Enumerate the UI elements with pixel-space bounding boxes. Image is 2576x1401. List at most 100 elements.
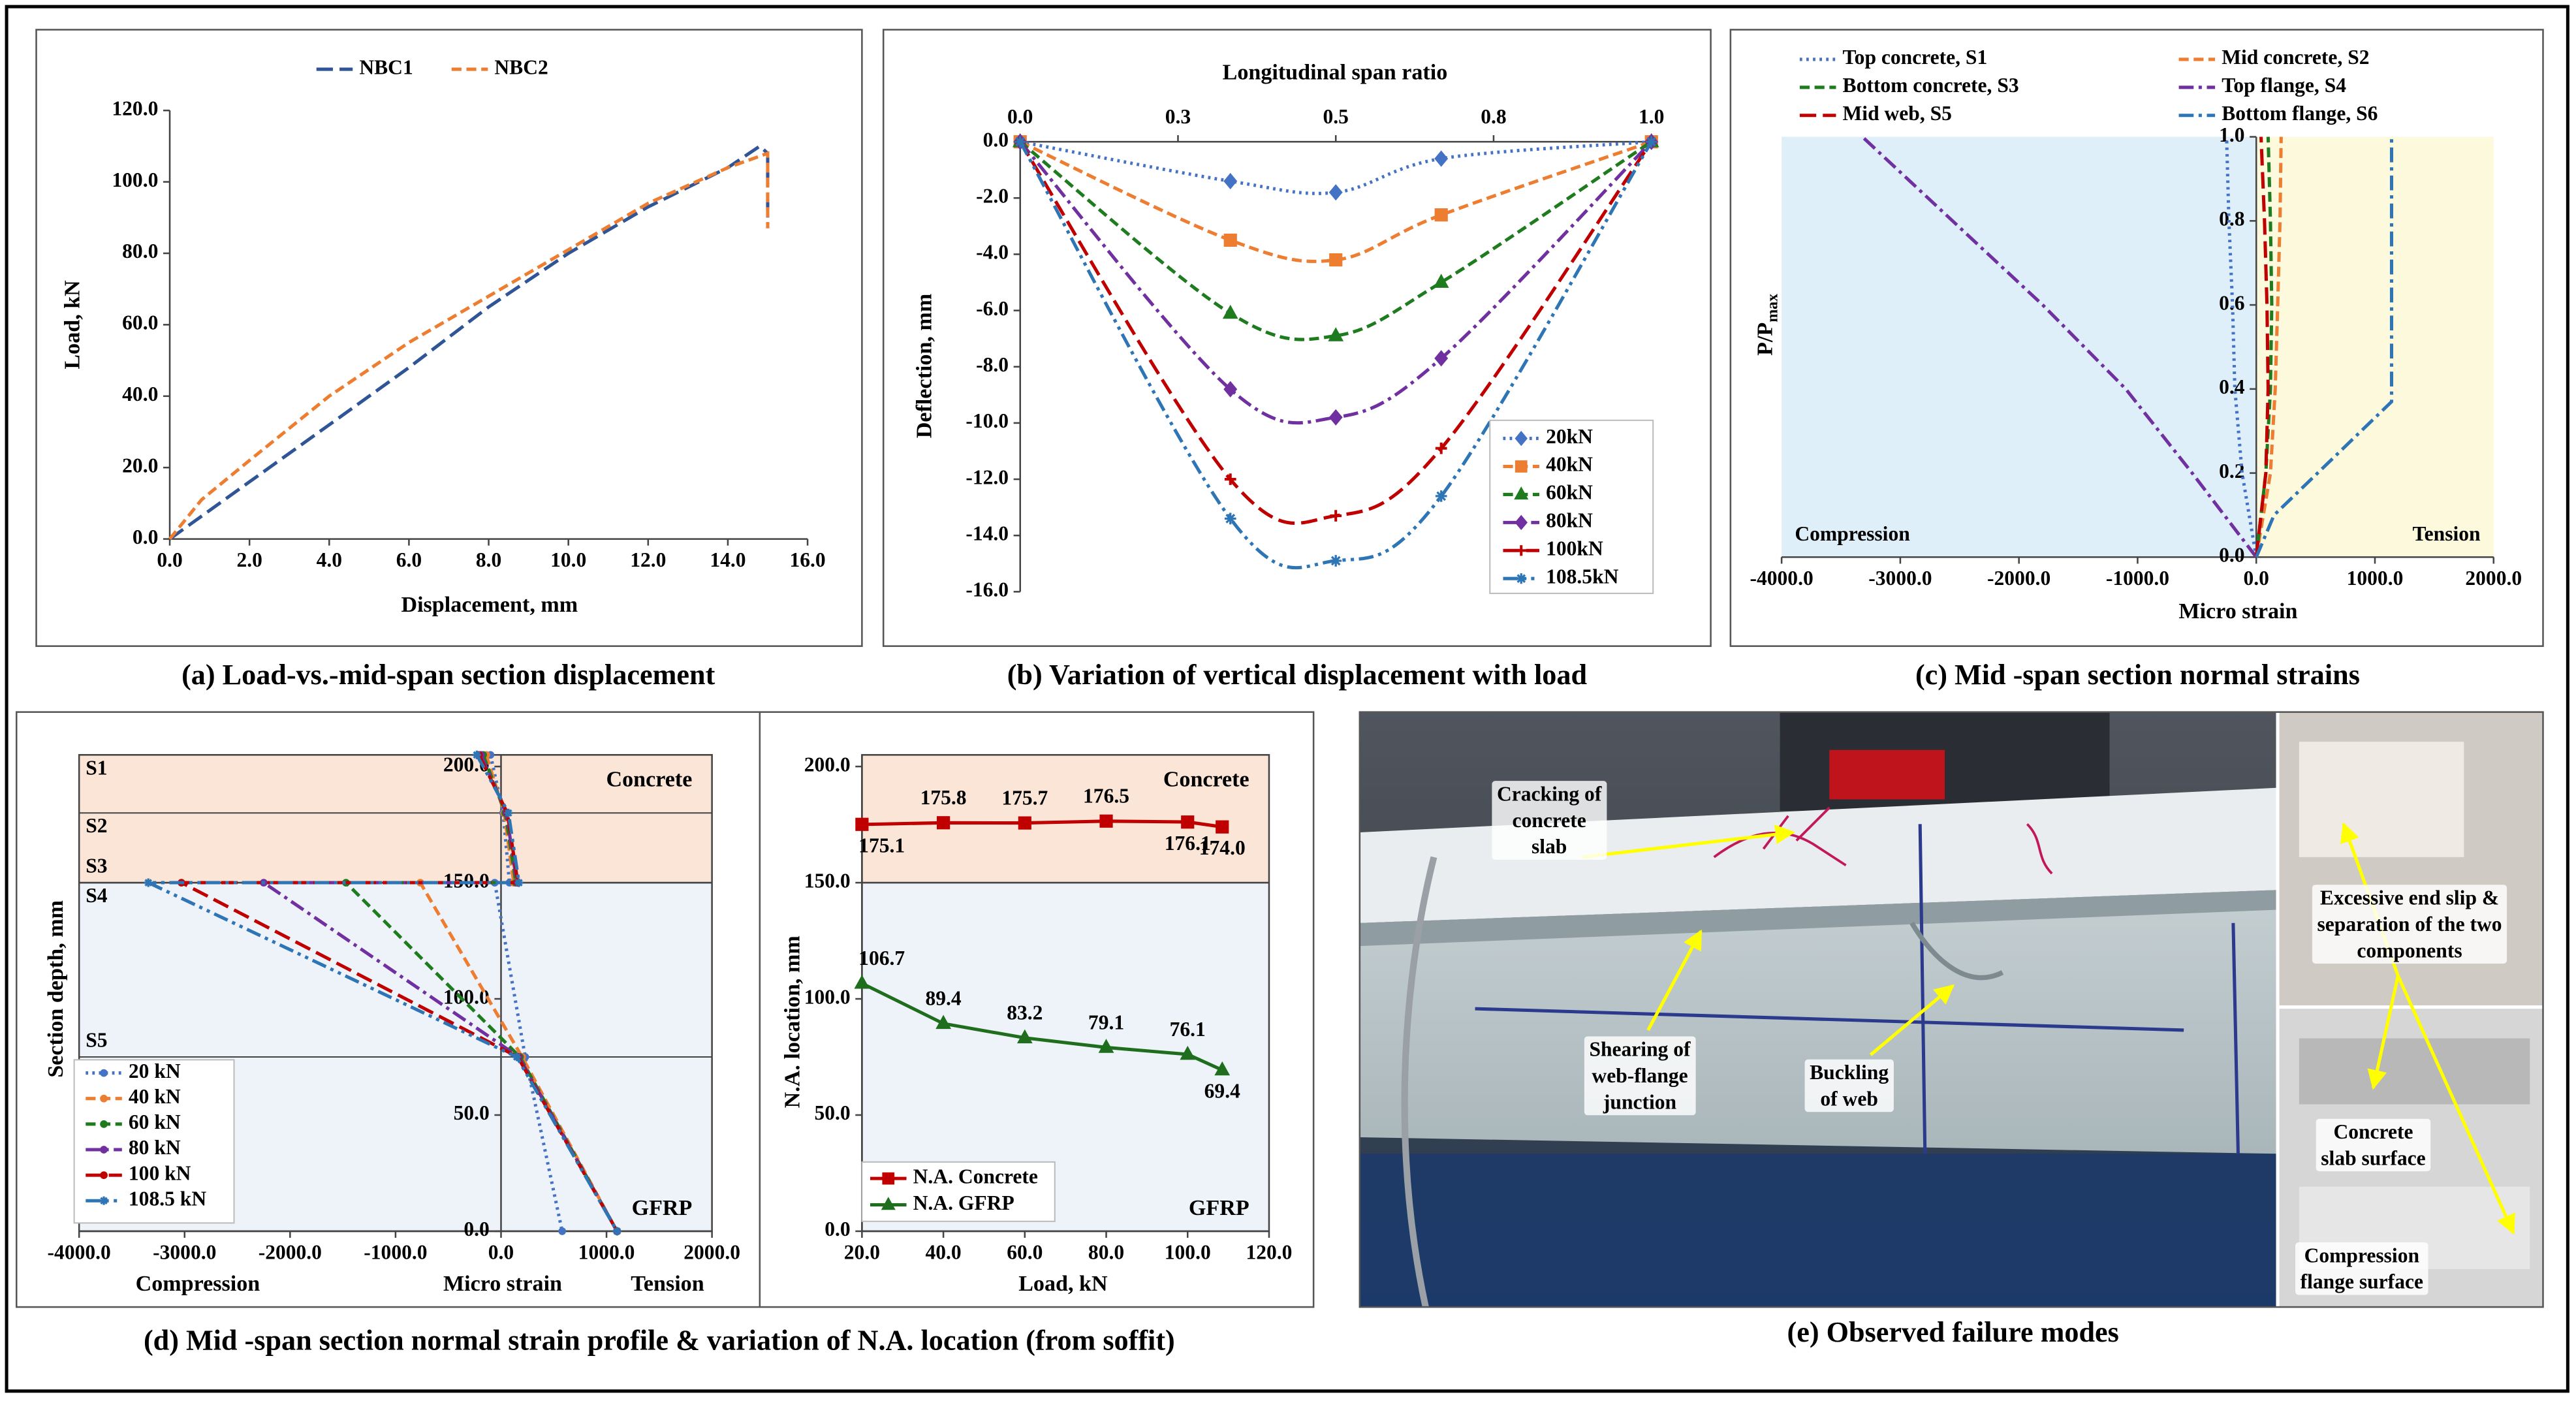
annotation-text: Shearing of web-flange junction <box>1589 1038 1691 1114</box>
x-tick-label: 2000.0 <box>2465 567 2522 590</box>
section-label: S2 <box>86 814 107 837</box>
legend-marker <box>1515 430 1528 447</box>
y-tick-label: -14.0 <box>966 522 1009 544</box>
annotation-text: Compression flange surface <box>2301 1244 2423 1293</box>
series-line <box>1018 140 1653 425</box>
annotation-line: slab <box>1531 835 1567 858</box>
series-line <box>2254 136 2394 558</box>
data-point <box>1435 490 1447 502</box>
annotation-box <box>1492 781 1607 860</box>
photo-pen-line <box>2231 922 2240 1154</box>
region <box>862 755 1269 883</box>
series-line <box>168 144 770 541</box>
y-tick-label: 50.0 <box>454 1101 490 1124</box>
data-label: 176.1 <box>1165 832 1211 855</box>
annotation-line: Cracking of <box>1497 783 1602 806</box>
legend-label: 60 kN <box>129 1110 181 1133</box>
data-point <box>1645 136 1657 148</box>
series-line <box>488 754 564 1232</box>
data-point <box>1223 172 1238 190</box>
data-label: 76.1 <box>1170 1018 1206 1041</box>
data-point <box>937 816 950 830</box>
photo-frame <box>1359 711 2544 1308</box>
panel-caption: (b) Variation of vertical displacement w… <box>1007 659 1588 691</box>
legend-marker <box>100 1171 108 1179</box>
failure-photo: Cracking of concrete slab Shearing of web-fl… <box>1359 711 2544 1308</box>
x-tick-label: 1000.0 <box>578 1241 635 1264</box>
arrow <box>1869 984 1955 1056</box>
region-label: Tension <box>2413 522 2481 545</box>
annotation: Shearing of web-flange junction <box>1584 1036 1696 1116</box>
data-point <box>1224 473 1236 485</box>
photo-flange <box>1359 890 2276 947</box>
y-tick-label: 60.0 <box>122 311 158 334</box>
y-tick-label: 0.0 <box>2219 544 2244 567</box>
annotation-box <box>2295 1242 2428 1295</box>
panel-frame <box>35 29 863 647</box>
x-tick-label: 20.0 <box>844 1241 880 1264</box>
data-point <box>1223 233 1237 247</box>
legend-label: 20 kN <box>129 1060 181 1082</box>
section-label: S3 <box>86 855 107 877</box>
data-point <box>1328 184 1343 201</box>
x-tick-label: 2000.0 <box>683 1241 740 1264</box>
annotation-text: Excessive end slip & separation of the tw… <box>2317 887 2502 962</box>
x-tick-label: 10.0 <box>550 548 586 571</box>
annotation-line: Excessive end slip & <box>2320 887 2499 909</box>
annotation-text: Cracking of concrete slab <box>1497 783 1602 858</box>
legend-marker <box>1516 573 1527 584</box>
data-point <box>1018 816 1031 830</box>
data-label: 89.4 <box>925 987 961 1010</box>
x-tick-label: 0.0 <box>2244 567 2269 590</box>
series-line <box>1861 135 2258 558</box>
figure-frame <box>5 5 2569 1393</box>
data-point <box>1328 409 1343 426</box>
data-label: 176.5 <box>1083 785 1129 808</box>
legend-label: Top flange, S4 <box>2222 74 2346 97</box>
side-label: Tension <box>631 1272 704 1296</box>
section-label: S4 <box>86 884 108 907</box>
data-label: 79.1 <box>1088 1011 1124 1033</box>
x-tick-label: 14.0 <box>710 548 746 571</box>
legend-label: Bottom concrete, S3 <box>1843 74 2019 97</box>
panel-frame <box>1729 29 2544 647</box>
x-tick-label: 0.0 <box>1007 105 1033 128</box>
annotation-box <box>1804 1059 1894 1112</box>
data-point <box>1181 815 1195 829</box>
y-tick-label: 0.4 <box>2219 375 2245 398</box>
x-axis-label: Micro strain <box>2178 599 2297 623</box>
x-tick-label: 2.0 <box>236 548 262 571</box>
annotation-text: Concrete slab surface <box>2321 1120 2425 1169</box>
legend-label: NBC1 <box>359 55 413 78</box>
photo-buckle <box>1909 921 2004 981</box>
annotation: Buckling of web <box>1804 1059 1894 1112</box>
legend-marker <box>1515 514 1528 531</box>
x-tick-label: -3000.0 <box>1868 567 1932 590</box>
x-tick-label: 0.3 <box>1165 105 1191 128</box>
region-label: GFRP <box>632 1196 693 1220</box>
data-point <box>612 1227 621 1236</box>
data-point <box>1224 512 1236 525</box>
y-tick-label: 0.0 <box>463 1218 489 1240</box>
annotation-box <box>2312 885 2507 964</box>
legend-label: N.A. GFRP <box>913 1191 1014 1214</box>
legend-label: 108.5kN <box>1546 565 1619 588</box>
annotation-line: Concrete <box>2333 1120 2413 1143</box>
legend-label: 80 kN <box>129 1136 181 1159</box>
y-tick-label: -2.0 <box>976 185 1009 208</box>
annotation-line: separation of the two <box>2317 913 2502 936</box>
x-tick-label: 120.0 <box>1246 1241 1292 1264</box>
region <box>2256 136 2494 558</box>
x-tick-label: -4000.0 <box>1750 567 1813 590</box>
photo-floor <box>1359 1154 2276 1308</box>
data-point <box>1435 442 1447 454</box>
x-axis-label: Longitudinal span ratio <box>1223 60 1448 84</box>
photo-inset-surface <box>2299 1038 2530 1105</box>
y-tick-label: 20.0 <box>122 454 158 477</box>
region <box>1782 136 2257 558</box>
data-label: 175.8 <box>920 786 967 809</box>
legend-label: Bottom flange, S6 <box>2222 102 2378 125</box>
series-line <box>1020 140 1652 195</box>
legend-marker <box>881 1197 896 1210</box>
